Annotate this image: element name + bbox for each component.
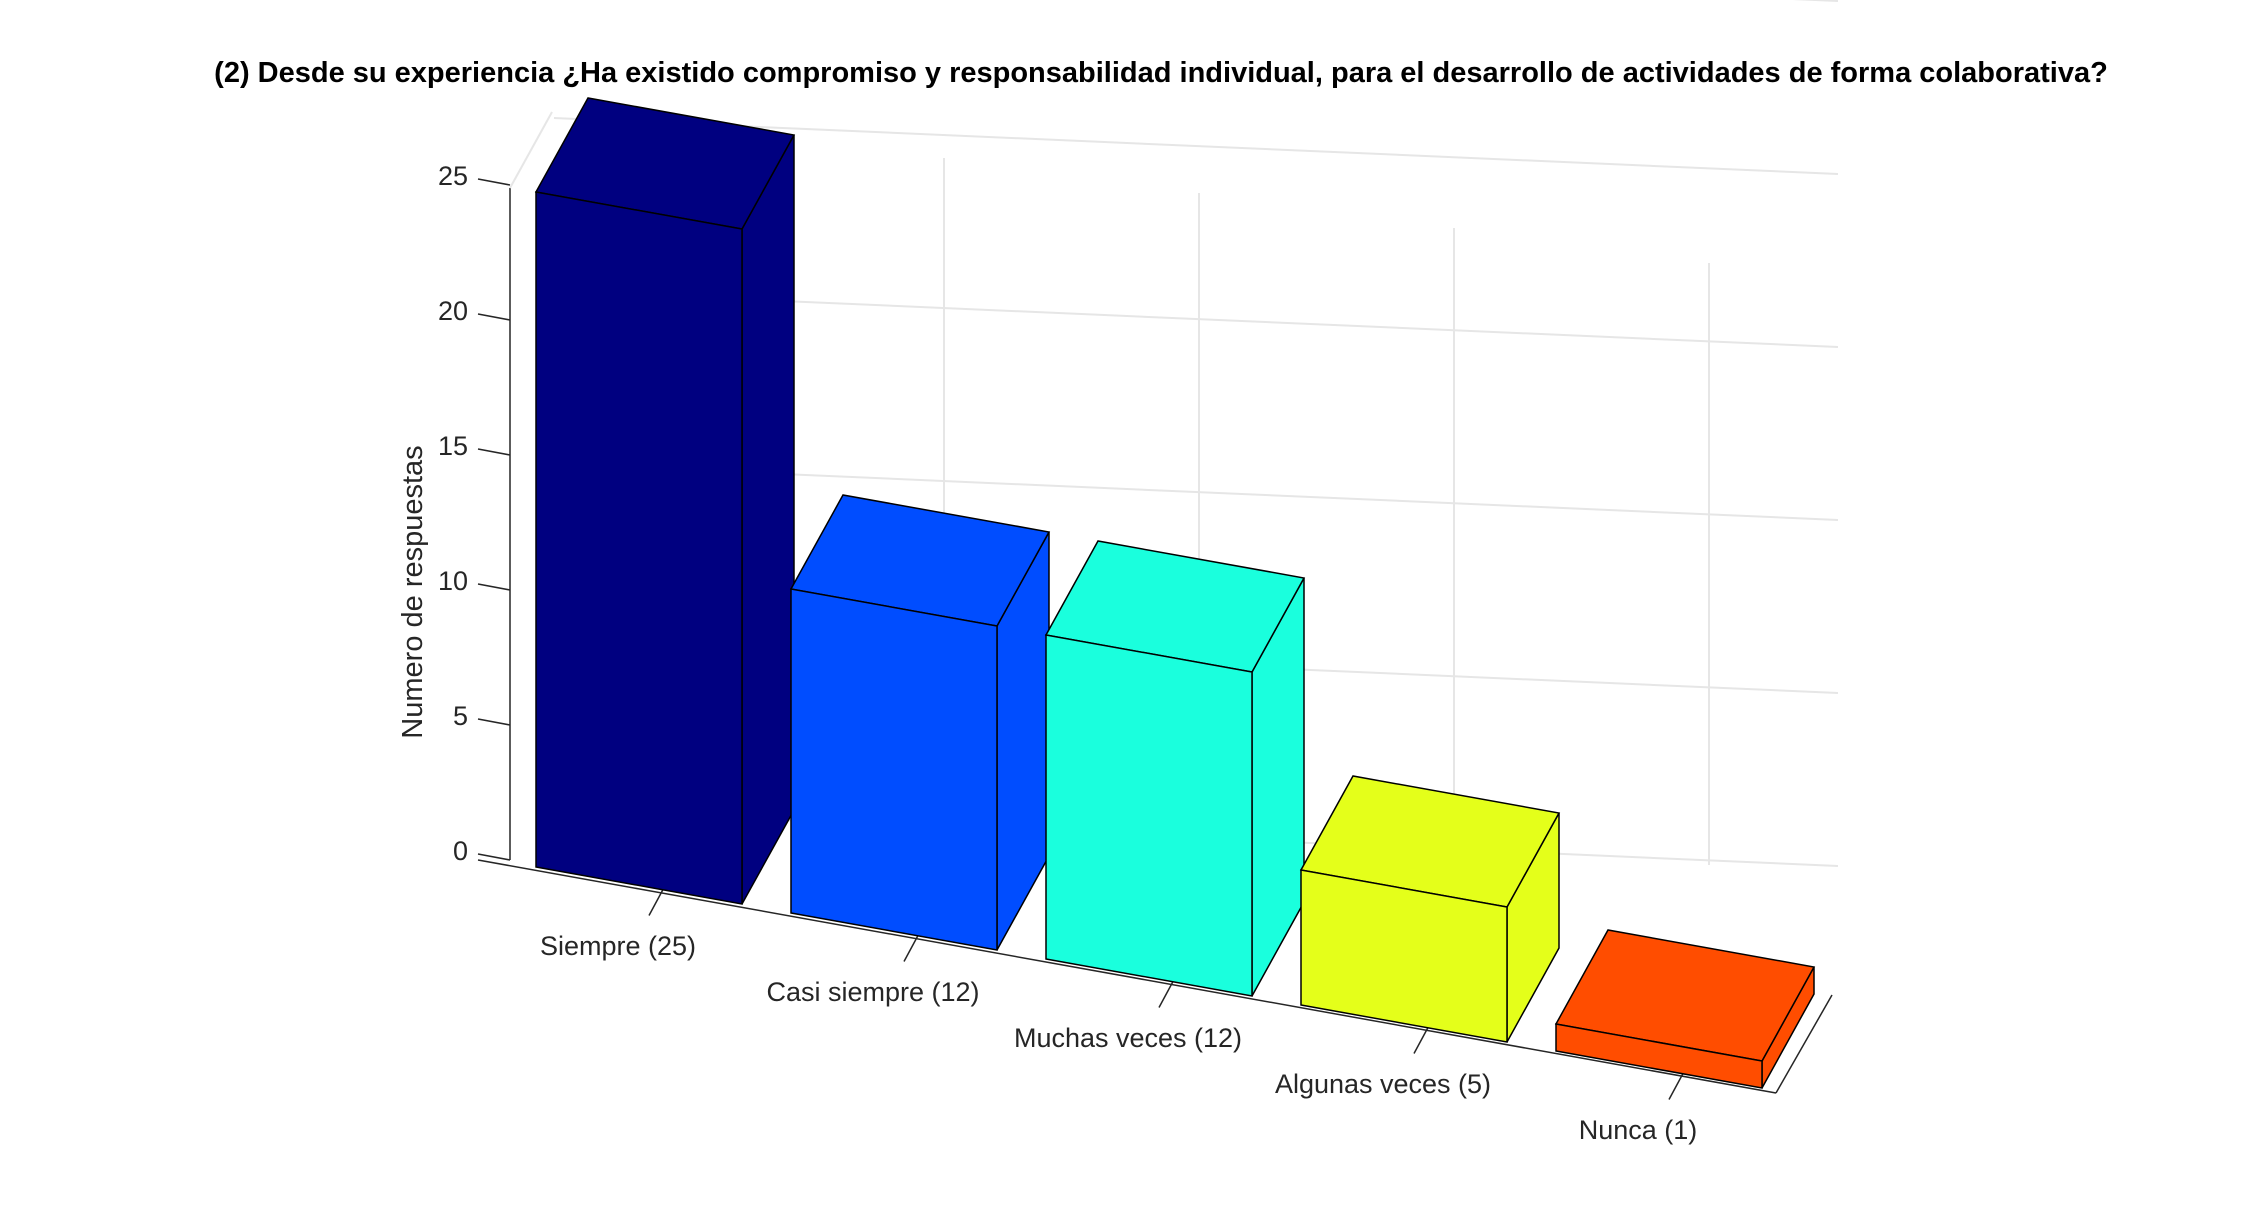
x-tick-label: Algunas veces (5) xyxy=(1275,1069,1491,1099)
y-tick-label: 10 xyxy=(438,566,468,596)
y-tick xyxy=(477,448,511,456)
box-edge xyxy=(509,111,553,189)
y-tick-label: 25 xyxy=(438,161,468,191)
x-tick-label: Nunca (1) xyxy=(1579,1115,1698,1145)
bar-2 xyxy=(789,494,1051,951)
bar-front xyxy=(1300,869,1508,1043)
x-tick xyxy=(648,889,664,916)
y-tick xyxy=(477,718,511,726)
y-tick-label: 20 xyxy=(438,296,468,326)
gridline-y xyxy=(1792,0,1839,2)
y-tick xyxy=(477,313,511,321)
gridline-y xyxy=(553,117,1839,175)
depth-axis-line xyxy=(1775,994,1833,1094)
bar-front xyxy=(790,588,998,951)
x-tick-label: Siempre (25) xyxy=(540,931,696,961)
x-tick-label: Muchas veces (12) xyxy=(1014,1023,1242,1053)
x-tick xyxy=(1668,1073,1684,1100)
x-axis-line xyxy=(477,859,1777,1094)
y-tick-label: 15 xyxy=(438,431,468,461)
x-tick-label: Casi siempre (12) xyxy=(766,977,979,1007)
bar-front xyxy=(535,191,743,905)
y-tick-label: 0 xyxy=(453,836,468,866)
axis-layer xyxy=(477,111,1833,1100)
bar-layer xyxy=(534,97,1816,1089)
bar-1 xyxy=(534,97,796,905)
x-tick xyxy=(1413,1027,1429,1054)
y-tick xyxy=(477,178,511,186)
bar-front xyxy=(1045,634,1253,997)
label-layer: 0 5 10 15 20 25 Siempre (25) Casi siempre (12) M… xyxy=(438,161,1697,1145)
x-tick xyxy=(1158,981,1174,1008)
y-tick xyxy=(477,583,511,591)
bar-3 xyxy=(1044,540,1306,997)
x-tick xyxy=(903,935,919,962)
bar-4 xyxy=(1299,775,1561,1043)
bar-side xyxy=(741,134,795,905)
chart-title: (2) Desde su experiencia ¿Ha existido co… xyxy=(214,57,2108,89)
bar-front xyxy=(1555,1023,1763,1089)
y-axis-label: Numero de respuestas xyxy=(397,445,429,738)
bar-5 xyxy=(1554,929,1816,1089)
y-tick xyxy=(477,853,511,861)
y-tick-label: 5 xyxy=(453,701,468,731)
